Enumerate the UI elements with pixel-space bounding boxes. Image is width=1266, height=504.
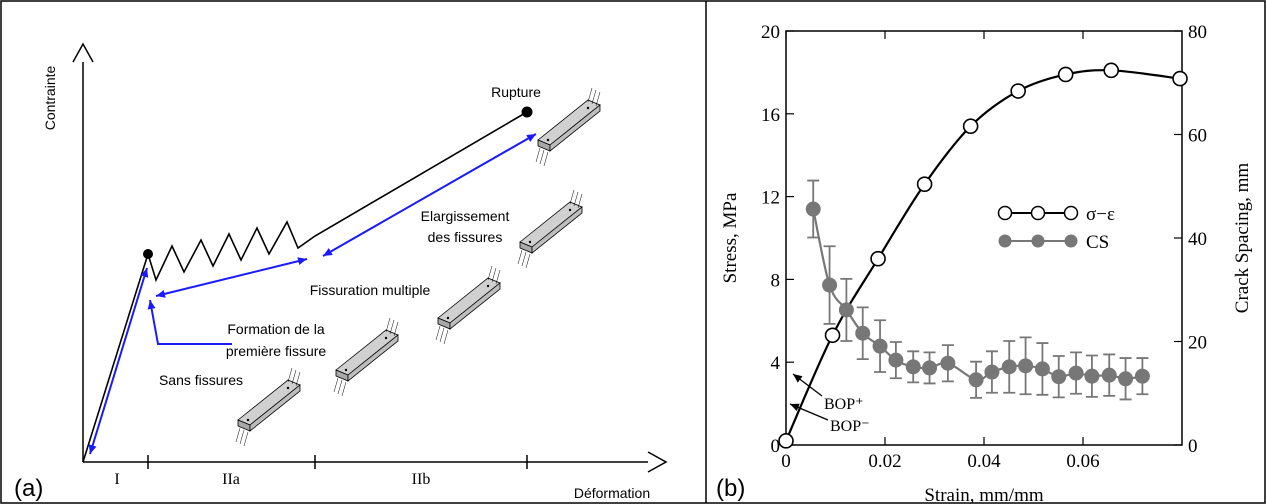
- marker: [872, 338, 888, 354]
- legend-marker: [998, 234, 1012, 248]
- marker: [855, 325, 871, 341]
- panel-label: (b): [716, 475, 745, 502]
- x-tick-label: 0.04: [967, 451, 1001, 472]
- stress-strain-curve: [82, 111, 528, 463]
- marker: [1101, 367, 1117, 383]
- y-tick-label: 20: [761, 22, 780, 43]
- legend-marker: [1063, 205, 1079, 221]
- marker: [1010, 83, 1026, 99]
- panel-label: (a): [14, 475, 43, 502]
- annotation: BOP⁻: [830, 418, 870, 435]
- legend-label: CS: [1086, 232, 1109, 253]
- legend-marker: [1064, 234, 1078, 248]
- y-tick-label: 8: [771, 270, 781, 291]
- marker: [805, 201, 821, 217]
- legend-label: σ−ε: [1086, 204, 1115, 225]
- x-axis-label: Strain, mm/mm: [924, 485, 1044, 504]
- marker: [1118, 371, 1134, 387]
- panel-b: (b) Strain, mm/mm Stress, MPa Crack Spac…: [716, 22, 1253, 504]
- annotation: Elargissement: [421, 208, 510, 224]
- annotation: BOP⁺: [824, 396, 864, 413]
- x-tick-label: 0: [781, 451, 791, 472]
- annotation-arrow: [789, 403, 829, 421]
- x-tick-label: 0.06: [1066, 451, 1099, 472]
- annotation: première fissure: [226, 343, 327, 359]
- y-tick-label: 0: [771, 436, 781, 457]
- annotation: Sans fissures: [159, 372, 243, 388]
- marker: [922, 360, 938, 376]
- specimen-icon: [333, 317, 399, 397]
- legend-marker: [1031, 234, 1045, 248]
- marker: [1057, 66, 1074, 83]
- legend-marker: [997, 205, 1013, 221]
- x-axis-label: Déformation: [574, 485, 650, 501]
- marker: [962, 118, 979, 135]
- first-crack-point: [143, 249, 153, 259]
- y2-tick-label: 20: [1188, 333, 1207, 354]
- region-ticks: [147, 455, 528, 469]
- marker: [968, 372, 984, 388]
- annotation: Formation de la: [227, 321, 324, 337]
- series-line: [784, 69, 1181, 442]
- arrow: [88, 267, 149, 455]
- marker: [1103, 62, 1120, 79]
- pointer: [147, 299, 232, 345]
- y-tick-label: 12: [761, 188, 780, 209]
- marker: [1051, 369, 1067, 385]
- y-axis-label: Contrainte: [42, 65, 58, 130]
- arrow: [322, 133, 537, 257]
- region-label: IIa: [222, 471, 240, 488]
- rupture-point: [521, 106, 533, 118]
- x-tick-label: 0.02: [868, 451, 901, 472]
- marker: [1084, 368, 1100, 384]
- marker: [1172, 70, 1188, 87]
- marker: [905, 359, 921, 375]
- y2-tick-label: 60: [1188, 126, 1207, 147]
- legend-marker: [1030, 205, 1046, 221]
- marker: [916, 176, 933, 192]
- annotation: des fissures: [428, 229, 503, 245]
- marker: [1034, 361, 1050, 377]
- marker: [824, 327, 841, 344]
- y-axis-label: Stress, MPa: [720, 192, 741, 283]
- marker: [888, 352, 904, 368]
- rupture-label: Rupture: [491, 84, 541, 100]
- y-tick-label: 16: [761, 105, 780, 126]
- marker: [870, 250, 886, 267]
- marker: [822, 277, 838, 293]
- marker: [940, 355, 956, 371]
- region-label: IIb: [412, 471, 431, 488]
- marker: [984, 364, 1000, 380]
- marker: [838, 302, 854, 318]
- y2-tick-label: 0: [1188, 436, 1198, 457]
- region-label: I: [114, 471, 119, 488]
- y2-axis-label: Crack Spacing, mm: [1232, 163, 1253, 314]
- marker: [1068, 365, 1084, 381]
- marker: [1001, 359, 1017, 375]
- arrow: [155, 257, 308, 298]
- specimen-icon: [435, 265, 501, 345]
- marker: [1134, 368, 1150, 384]
- annotation-arrow: [792, 373, 823, 397]
- marker: [1018, 358, 1034, 374]
- y2-tick-label: 80: [1188, 22, 1207, 43]
- specimen-icon: [235, 367, 301, 447]
- specimen-icon: [517, 189, 583, 269]
- y-tick-label: 4: [771, 353, 781, 374]
- panel-a: (a) Contrainte Déformation I IIa IIb Rup…: [14, 42, 668, 502]
- y2-tick-label: 40: [1188, 229, 1207, 250]
- specimen-icon: [535, 87, 601, 167]
- annotation: Fissuration multiple: [310, 282, 431, 298]
- marker: [778, 433, 794, 449]
